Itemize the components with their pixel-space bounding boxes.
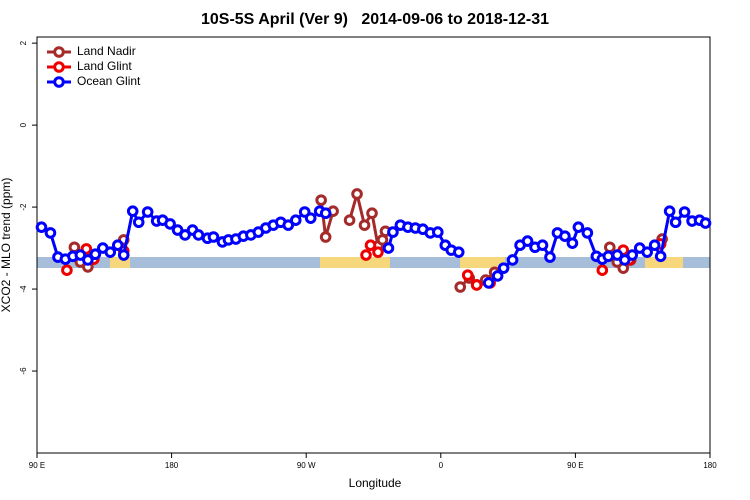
data-point (104, 246, 117, 258)
data-point (641, 246, 653, 258)
data-point (654, 250, 667, 263)
x-tick-label: 90 W (297, 461, 316, 470)
data-point (192, 229, 205, 241)
legend-label: Land Glint (77, 59, 132, 73)
data-point (536, 239, 549, 252)
data-point (319, 231, 332, 243)
data-point (315, 194, 327, 206)
data-point (559, 230, 571, 242)
data-point (581, 227, 594, 239)
data-point (343, 214, 356, 227)
land-band (460, 257, 505, 268)
data-point (132, 216, 145, 229)
data-point (521, 235, 534, 247)
x-tick-label: 180 (165, 461, 179, 470)
legend-label: Land Nadir (77, 44, 136, 58)
data-point (35, 221, 48, 233)
data-point (699, 217, 712, 229)
data-point (663, 205, 676, 217)
y-tick-label: -6 (19, 367, 28, 375)
data-point (44, 227, 57, 239)
land-band (320, 257, 390, 268)
data-point (454, 281, 467, 293)
data-point (358, 219, 371, 231)
x-tick-label: 0 (439, 461, 444, 470)
data-point (117, 249, 130, 261)
data-point (164, 218, 176, 230)
data-point (289, 214, 302, 227)
data-point (678, 206, 691, 218)
data-point (89, 248, 102, 261)
data-point (282, 219, 295, 231)
legend-marker (53, 76, 65, 88)
data-point (482, 277, 495, 289)
legend-label: Ocean Glint (77, 74, 141, 88)
data-point (319, 207, 332, 220)
x-tick-label: 90 E (29, 461, 45, 470)
data-point (491, 270, 504, 282)
data-point (82, 254, 94, 266)
x-tick-label: 180 (703, 461, 717, 470)
data-point (461, 269, 474, 281)
data-point (366, 207, 378, 220)
data-point (432, 226, 444, 238)
data-point (207, 231, 220, 243)
y-tick-label: 2 (19, 40, 28, 45)
data-point (74, 249, 87, 261)
data-point (304, 212, 317, 224)
y-axis-label: XCO2 - MLO trend (ppm) (0, 178, 13, 313)
data-point (506, 254, 519, 266)
data-point (171, 224, 184, 236)
data-point (111, 239, 124, 252)
data-point (572, 221, 585, 233)
surface-band (37, 257, 710, 268)
data-point (61, 264, 73, 277)
legend-marker (53, 61, 65, 73)
data-point (141, 206, 154, 218)
data-point (626, 249, 639, 261)
data-point (470, 279, 483, 291)
data-point (566, 237, 579, 249)
data-point (669, 216, 682, 229)
data-point (602, 250, 615, 263)
data-point (372, 246, 384, 258)
data-point (603, 241, 616, 254)
x-axis-label: Longitude (349, 476, 402, 490)
data-point (126, 205, 139, 217)
data-point (364, 239, 377, 252)
data-point (360, 249, 372, 261)
data-point (452, 246, 465, 258)
data-point (351, 188, 363, 200)
legend-marker (53, 46, 65, 58)
data-point (382, 242, 395, 254)
data-point (596, 264, 609, 277)
chart-title: 10S-5S April (Ver 9) 2014-09-06 to 2018-… (201, 11, 549, 28)
land-band (645, 257, 683, 268)
data-point (648, 239, 661, 252)
plot-frame (36, 36, 711, 454)
x-tick-label: 90 E (567, 461, 583, 470)
y-tick-label: -2 (19, 203, 28, 211)
data-point (497, 262, 510, 274)
y-tick-label: -4 (19, 285, 28, 293)
data-point (618, 254, 631, 266)
data-point (544, 251, 556, 263)
data-point (179, 229, 191, 241)
y-tick-label: 0 (19, 122, 28, 127)
data-point (387, 226, 399, 238)
land-band (110, 257, 130, 268)
data-point (611, 249, 624, 261)
